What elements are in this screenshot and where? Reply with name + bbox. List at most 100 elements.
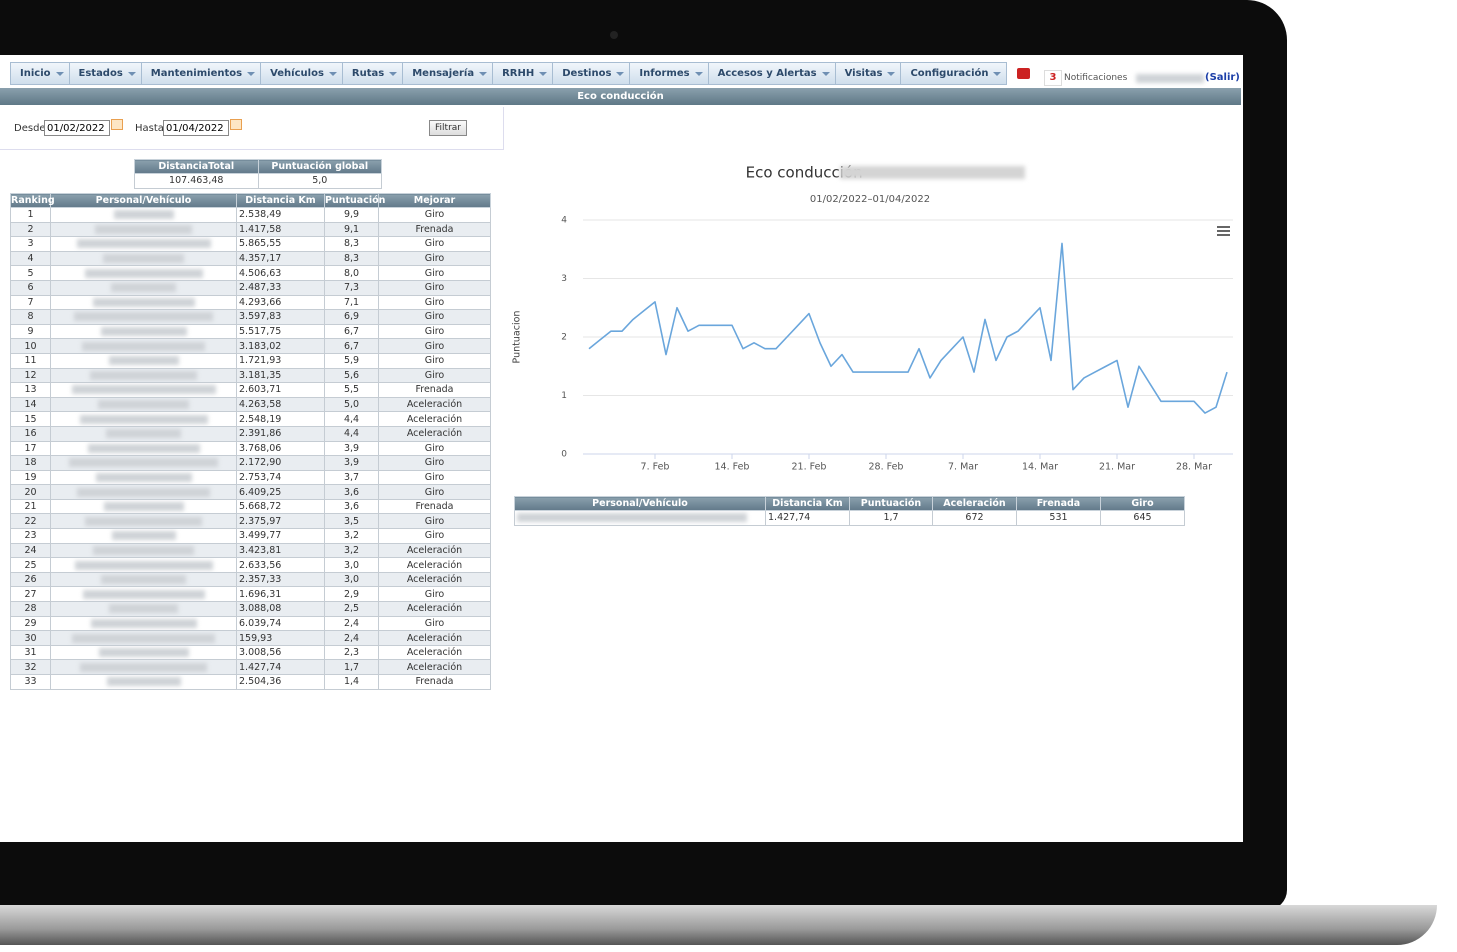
rank-cell: 10 xyxy=(10,338,51,354)
nav-item[interactable]: Vehículos xyxy=(261,62,343,85)
nav-item[interactable]: Visitas xyxy=(835,62,902,85)
nav-item[interactable]: Inicio xyxy=(10,62,70,85)
ranking-row: 13 2.603,71 5,5 Frenada xyxy=(10,382,491,398)
nav-item[interactable]: Destinos xyxy=(553,62,631,85)
rank-cell: 11 xyxy=(10,352,51,369)
rank-cell: 1 xyxy=(10,207,51,223)
name-blur xyxy=(79,414,208,424)
name-blur xyxy=(85,516,202,526)
name-cell xyxy=(50,615,237,632)
rank-cell: 32 xyxy=(10,659,51,675)
name-cell xyxy=(50,484,237,500)
rank-cell: 8 xyxy=(10,309,51,325)
improve-cell: Giro xyxy=(378,294,491,311)
column-header: Puntuación xyxy=(324,193,386,208)
nav-item[interactable]: Accesos y Alertas xyxy=(708,62,836,85)
rank-cell: 18 xyxy=(10,455,51,471)
data-line xyxy=(588,242,1228,414)
ranking-row: 24 3.423,81 3,2 Aceleración xyxy=(10,542,491,559)
ranking-row: 18 2.172,90 3,9 Giro xyxy=(10,455,491,471)
ranking-row: 7 4.293,66 7,1 Giro xyxy=(10,294,491,311)
rank-cell: 19 xyxy=(10,469,51,486)
name-cell xyxy=(50,323,237,340)
y-tick-label: 2 xyxy=(561,333,567,343)
nav-item[interactable]: Rutas xyxy=(342,62,404,85)
nav-item[interactable]: Estados xyxy=(69,62,142,85)
notification-label[interactable]: Notificaciones xyxy=(1064,73,1128,83)
name-cell xyxy=(50,309,237,325)
filter-button[interactable]: Filtrar xyxy=(429,120,467,136)
distance-cell: 5.865,55 xyxy=(236,236,325,252)
score-cell: 3,6 xyxy=(324,498,379,515)
distance-cell: 2.633,56 xyxy=(236,557,325,573)
distance-cell: 1.721,93 xyxy=(236,352,325,369)
name-cell xyxy=(50,659,237,675)
distance-cell: 5.668,72 xyxy=(236,498,325,515)
x-tick-label: 21. Feb xyxy=(792,462,827,473)
ranking-row: 25 2.633,56 3,0 Aceleración xyxy=(10,557,491,573)
score-cell: 5,0 xyxy=(324,396,379,413)
nav-item[interactable]: Informes xyxy=(630,62,709,85)
ranking-row: 20 6.409,25 3,6 Giro xyxy=(10,484,491,500)
improve-cell: Frenada xyxy=(378,674,491,690)
distance-cell: 3.499,77 xyxy=(236,528,325,544)
summary-table: DistanciaTotal Puntuación global 107.463,4… xyxy=(134,159,382,189)
name-cell xyxy=(50,236,237,252)
notification-count[interactable]: 3 xyxy=(1044,70,1062,86)
rank-cell: 15 xyxy=(10,411,51,427)
to-input[interactable] xyxy=(163,120,229,136)
nav-item[interactable]: Mantenimientos xyxy=(141,62,262,85)
nav-item[interactable]: RRHH xyxy=(493,62,554,85)
rank-cell: 12 xyxy=(10,367,51,384)
calendar-icon[interactable] xyxy=(111,119,123,130)
column-header: Personal/Vehículo xyxy=(50,193,237,208)
name-blur xyxy=(109,604,178,614)
alert-icon[interactable] xyxy=(1017,68,1030,79)
improve-cell: Giro xyxy=(378,469,491,486)
improve-cell: Aceleración xyxy=(378,659,491,675)
name-cell xyxy=(50,382,237,398)
score-cell: 2,5 xyxy=(324,601,379,617)
name-cell xyxy=(50,528,237,544)
name-blur xyxy=(87,443,200,453)
filter-panel: Desde Hasta Filtrar xyxy=(0,107,504,150)
distance-cell: 1.417,58 xyxy=(236,221,325,238)
name-blur xyxy=(98,648,189,658)
ranking-row: 9 5.517,75 6,7 Giro xyxy=(10,323,491,340)
name-blur xyxy=(106,677,181,687)
laptop-base xyxy=(0,905,1437,945)
name-blur xyxy=(77,487,210,497)
chart: Eco conducción- 01/02/2022–01/04/2022 Pu… xyxy=(512,164,1233,473)
improve-cell: Giro xyxy=(378,323,491,340)
score-cell: 2,9 xyxy=(324,586,379,603)
improve-cell: Giro xyxy=(378,207,491,223)
name-blur xyxy=(98,400,189,410)
menu-icon[interactable] xyxy=(1217,226,1230,236)
name-blur xyxy=(103,254,184,264)
nav-item[interactable]: Mensajería xyxy=(403,62,494,85)
rank-cell: 22 xyxy=(10,513,51,530)
ranking-row: 14 4.263,58 5,0 Aceleración xyxy=(10,396,491,413)
improve-cell: Aceleración xyxy=(378,425,491,442)
x-tick-label: 7. Mar xyxy=(948,462,978,473)
name-cell xyxy=(50,440,237,457)
name-cell xyxy=(50,367,237,384)
nav-item[interactable]: Configuración xyxy=(901,62,1008,85)
name-blur xyxy=(90,370,197,380)
logout-link[interactable]: (Salir) xyxy=(1205,72,1240,83)
x-tick-label: 14. Mar xyxy=(1022,462,1058,473)
ranking-row: 4 4.357,17 8,3 Giro xyxy=(10,250,491,267)
rank-cell: 14 xyxy=(10,396,51,413)
name-cell xyxy=(50,542,237,559)
distance-cell: 2.603,71 xyxy=(236,382,325,398)
ranking-row: 3 5.865,55 8,3 Giro xyxy=(10,236,491,252)
calendar-icon[interactable] xyxy=(230,119,242,130)
distance-cell: 2.172,90 xyxy=(236,455,325,471)
ranking-row: 11 1.721,93 5,9 Giro xyxy=(10,352,491,369)
ranking-row: 16 2.391,86 4,4 Aceleración xyxy=(10,425,491,442)
score-cell: 3,0 xyxy=(324,571,379,588)
improve-cell: Giro xyxy=(378,309,491,325)
column-header: Giro xyxy=(1100,496,1185,511)
from-input[interactable] xyxy=(44,120,110,136)
ranking-row: 30 159,93 2,4 Aceleración xyxy=(10,630,491,646)
